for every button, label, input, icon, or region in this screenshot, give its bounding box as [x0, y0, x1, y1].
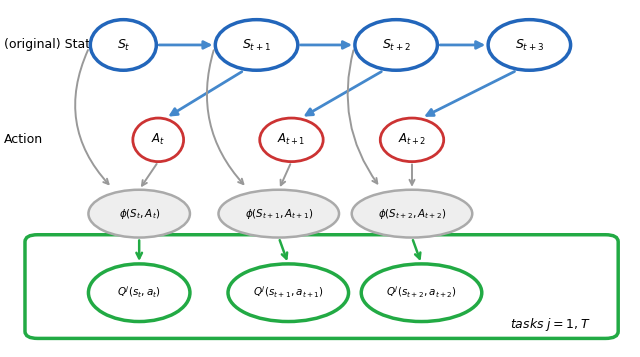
- Ellipse shape: [352, 190, 472, 237]
- FancyArrowPatch shape: [136, 240, 142, 258]
- Ellipse shape: [355, 20, 437, 70]
- FancyArrowPatch shape: [142, 164, 157, 186]
- FancyArrowPatch shape: [440, 42, 483, 48]
- Text: $S_t$: $S_t$: [116, 37, 130, 52]
- Text: $\phi(S_{t+1},A_{t+1})$: $\phi(S_{t+1},A_{t+1})$: [244, 207, 313, 221]
- Ellipse shape: [215, 20, 298, 70]
- FancyArrowPatch shape: [413, 240, 420, 259]
- Text: $\phi(S_t,A_t)$: $\phi(S_t,A_t)$: [118, 207, 160, 221]
- Ellipse shape: [218, 190, 339, 237]
- Text: $Q^j(s_{t+1},a_{t+1})$: $Q^j(s_{t+1},a_{t+1})$: [253, 285, 324, 301]
- Ellipse shape: [228, 264, 349, 322]
- FancyArrowPatch shape: [427, 71, 515, 115]
- Text: $\mathit{tasks}\ j = 1, T$: $\mathit{tasks}\ j = 1, T$: [510, 316, 591, 333]
- Text: $Q^j(s_{t+2},a_{t+2})$: $Q^j(s_{t+2},a_{t+2})$: [386, 285, 457, 301]
- Text: $S_{t+1}$: $S_{t+1}$: [242, 37, 271, 52]
- FancyArrowPatch shape: [159, 42, 209, 48]
- Ellipse shape: [88, 190, 190, 237]
- FancyArrowPatch shape: [75, 50, 109, 184]
- FancyArrowPatch shape: [280, 164, 291, 185]
- FancyArrowPatch shape: [207, 50, 243, 184]
- Text: $A_{t+1}$: $A_{t+1}$: [277, 132, 306, 147]
- Ellipse shape: [488, 20, 571, 70]
- Text: $\phi(S_{t+2},A_{t+2})$: $\phi(S_{t+2},A_{t+2})$: [378, 207, 446, 221]
- Text: $A_t$: $A_t$: [151, 132, 165, 147]
- Ellipse shape: [133, 118, 184, 162]
- Ellipse shape: [90, 20, 156, 70]
- Text: $S_{t+3}$: $S_{t+3}$: [515, 37, 544, 52]
- Ellipse shape: [260, 118, 323, 162]
- FancyArrowPatch shape: [348, 50, 378, 183]
- Ellipse shape: [380, 118, 444, 162]
- FancyArrowPatch shape: [301, 42, 349, 48]
- Text: Action: Action: [4, 134, 43, 146]
- FancyArrowPatch shape: [306, 72, 381, 115]
- Text: $Q^j(s_t,a_t)$: $Q^j(s_t,a_t)$: [117, 285, 161, 301]
- Text: $S_{t+2}$: $S_{t+2}$: [382, 37, 410, 52]
- FancyBboxPatch shape: [25, 235, 618, 338]
- FancyArrowPatch shape: [171, 72, 242, 115]
- Ellipse shape: [361, 264, 482, 322]
- FancyArrowPatch shape: [410, 165, 415, 185]
- Text: $A_{t+2}$: $A_{t+2}$: [398, 132, 426, 147]
- Text: (original) State: (original) State: [4, 39, 98, 51]
- Ellipse shape: [88, 264, 190, 322]
- FancyArrowPatch shape: [280, 240, 287, 259]
